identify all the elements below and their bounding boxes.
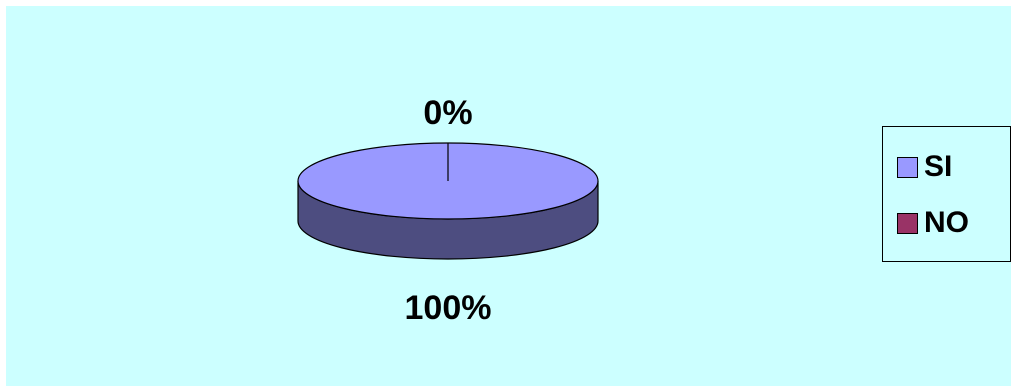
data-label-si: 100%	[405, 289, 492, 327]
legend-swatch-no	[897, 212, 918, 234]
legend-item-si: SI	[897, 147, 952, 187]
legend-item-no: NO	[897, 203, 969, 243]
data-label-no: 0%	[423, 94, 472, 132]
legend: SI NO	[882, 126, 1011, 262]
legend-label-no: NO	[924, 206, 969, 239]
legend-swatch-si	[897, 156, 918, 178]
legend-label-si: SI	[924, 150, 953, 183]
pie-chart: 0% 100%	[297, 94, 599, 327]
chart-area: 0% 100%	[6, 6, 1011, 386]
